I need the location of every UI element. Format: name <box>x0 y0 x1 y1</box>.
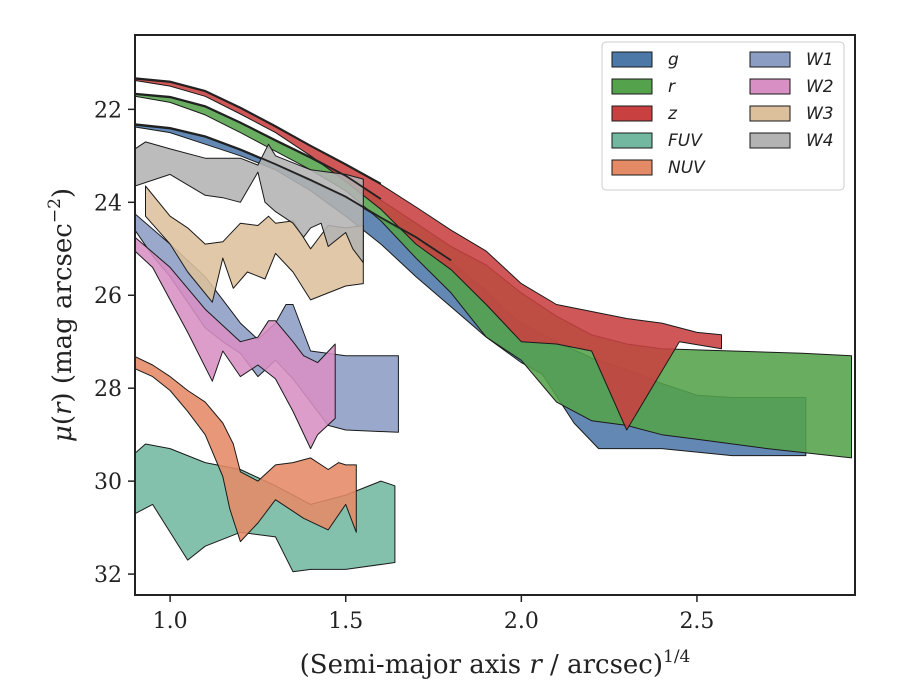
legend-label-w1: W1 <box>806 50 834 70</box>
legend-label-nuv: NUV <box>668 158 706 178</box>
band-nuv <box>135 356 357 543</box>
x-tick-label: 2.5 <box>679 609 714 634</box>
legend-swatch-w4 <box>749 132 791 149</box>
y-tick-label: 24 <box>94 191 122 216</box>
y-axis-label: μ(r) (mag arcsec−2) <box>45 188 78 442</box>
legend-swatch-w1 <box>749 51 791 68</box>
x-tick-label: 1.0 <box>153 609 188 634</box>
band-w3 <box>145 185 364 303</box>
legend-swatch-g <box>611 51 653 68</box>
legend-label-z: z <box>667 104 678 124</box>
x-tick-label: 1.5 <box>328 609 363 634</box>
plot-frame <box>134 34 856 596</box>
profile-curve-1 <box>135 123 452 262</box>
curve-layer <box>135 77 452 262</box>
band-w2 <box>135 236 336 450</box>
x-ticks: 1.0 1.5 2.0 2.5 <box>153 595 714 634</box>
legend-items: grz FUV NUV W1 W2 W3 W4 <box>611 50 834 178</box>
legend-swatch-w2 <box>749 78 791 95</box>
y-tick-label: 32 <box>94 563 122 588</box>
legend-label-r: r <box>668 77 676 97</box>
legend-label-w3: W3 <box>806 104 834 124</box>
legend-label-w4: W4 <box>806 131 834 151</box>
legend-label-fuv: FUV <box>668 131 703 151</box>
legend-label-w2: W2 <box>806 77 834 97</box>
legend-label-g: g <box>668 50 679 70</box>
legend-swatch-fuv <box>611 132 653 149</box>
legend-swatch-w3 <box>749 105 791 122</box>
y-tick-label: 22 <box>94 98 122 123</box>
y-tick-label: 28 <box>94 377 122 402</box>
legend-swatch-z <box>611 105 653 122</box>
y-ticks: 22 24 26 28 30 32 <box>94 98 135 588</box>
x-tick-label: 2.0 <box>504 609 539 634</box>
legend: grz FUV NUV W1 W2 W3 W4 <box>601 41 845 191</box>
legend-swatch-nuv <box>611 159 653 176</box>
y-tick-label: 26 <box>94 284 122 309</box>
x-axis-label: (Semi-major axis r / arcsec)1/4 <box>300 647 691 680</box>
profile-curve-2 <box>135 92 382 200</box>
series-layer <box>135 78 852 573</box>
y-tick-label: 30 <box>94 470 122 495</box>
band-w4 <box>135 141 364 264</box>
profile-curve-3 <box>135 77 382 185</box>
legend-swatch-r <box>611 78 653 95</box>
